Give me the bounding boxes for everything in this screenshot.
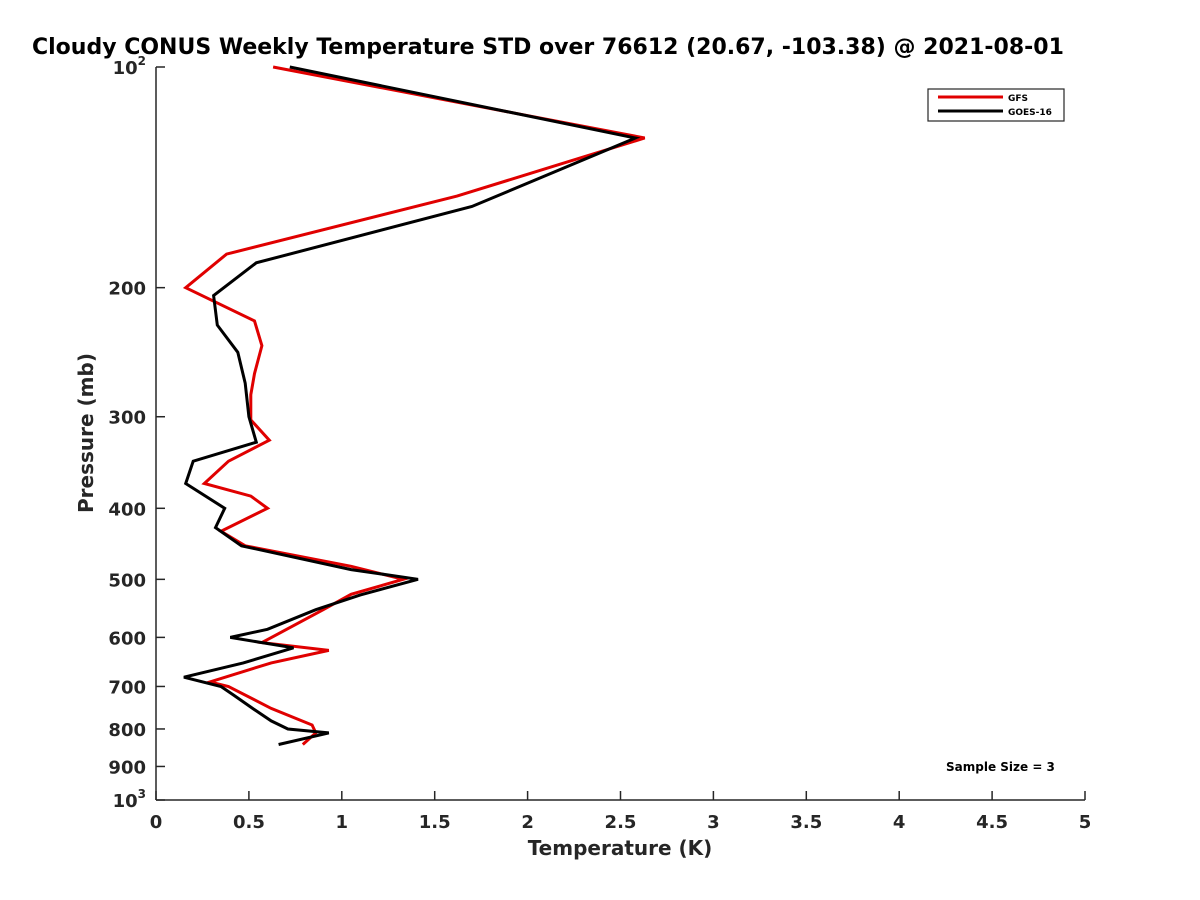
series-layer (182, 65, 646, 746)
series-line-goes-16 (183, 65, 641, 746)
x-tick-label: 5 (1079, 812, 1092, 833)
series-line-gfs (182, 65, 646, 746)
plot-frame (155, 67, 1085, 801)
legend-box (927, 88, 1065, 122)
x-tick-label: 4 (893, 812, 906, 833)
x-tick-label: 4.5 (976, 812, 1008, 833)
legend-label-gfs: GFS (1008, 94, 1028, 104)
y-tick-label: 103 (113, 787, 146, 812)
y-axis-label: Pressure (mb) (74, 353, 98, 513)
y-tick-label: 102 (113, 54, 146, 79)
y-tick-label: 300 (108, 408, 146, 429)
y-tick-label: 900 (108, 757, 146, 778)
x-tick-label: 1 (336, 812, 349, 833)
y-tick-label: 600 (108, 628, 146, 649)
x-tick-label: 1.5 (419, 812, 451, 833)
y-tick-label: 500 (108, 570, 146, 591)
y-axis-ticks: 102 200 300 400 500 600 700 800 900 103 (108, 54, 165, 812)
x-tick-label: 3.5 (790, 812, 822, 833)
legend: GFS GOES-16 (927, 88, 1065, 122)
y-tick-label: 800 (108, 720, 146, 741)
x-axis-label: Temperature (K) (528, 836, 713, 860)
y-tick-label: 400 (108, 499, 146, 520)
x-tick-label: 0.5 (233, 812, 265, 833)
legend-label-goes-16: GOES-16 (1008, 108, 1052, 118)
y-tick-label: 700 (108, 677, 146, 698)
x-tick-label: 2.5 (605, 812, 637, 833)
sample-size-annotation: Sample Size = 3 (946, 760, 1055, 774)
x-tick-label: 0 (150, 812, 163, 833)
x-axis-ticks: 0 0.5 1 1.5 2 2.5 3 3.5 4 4.5 5 (150, 791, 1092, 833)
x-tick-label: 3 (707, 812, 720, 833)
y-tick-label: 200 (108, 279, 146, 300)
chart-title: Cloudy CONUS Weekly Temperature STD over… (32, 35, 1064, 60)
x-tick-label: 2 (521, 812, 534, 833)
